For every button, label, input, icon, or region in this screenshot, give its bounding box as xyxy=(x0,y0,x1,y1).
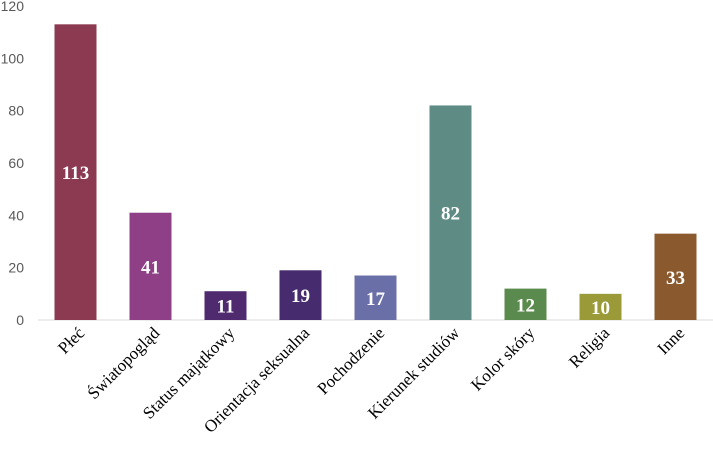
bar xyxy=(354,275,397,320)
x-category-label: Płeć xyxy=(54,323,88,357)
y-tick-label: 20 xyxy=(8,260,24,276)
y-tick-label: 120 xyxy=(1,0,25,14)
data-label: 82 xyxy=(441,204,460,225)
y-tick-label: 80 xyxy=(8,103,24,119)
data-label: 33 xyxy=(666,268,685,289)
bars-group xyxy=(54,24,697,321)
data-label: 12 xyxy=(516,295,535,316)
y-tick-label: 60 xyxy=(8,155,24,171)
bar xyxy=(129,212,172,320)
bar xyxy=(654,233,697,320)
x-category-label: Kolor skóry xyxy=(467,323,539,395)
data-labels-group: 113 41 11 19 17 82 12 10 33 xyxy=(62,163,685,319)
bar xyxy=(579,293,622,320)
bar xyxy=(429,105,472,320)
bar xyxy=(279,270,322,320)
x-category-label: Światopogląd xyxy=(84,323,164,403)
data-label: 19 xyxy=(291,286,310,307)
bar xyxy=(54,24,97,321)
data-label: 10 xyxy=(591,298,610,319)
y-tick-label: 100 xyxy=(1,50,25,66)
y-tick-label: 0 xyxy=(16,312,24,328)
x-category-label: Inne xyxy=(654,323,689,358)
x-category-label: Pochodzenie xyxy=(313,323,388,398)
data-label: 17 xyxy=(366,289,386,310)
data-label: 113 xyxy=(62,163,89,184)
y-axis-ticks: 0 20 40 60 80 100 120 xyxy=(1,0,25,328)
bar xyxy=(204,291,247,320)
y-tick-label: 40 xyxy=(8,207,24,223)
bar xyxy=(504,288,547,320)
x-category-label: Religia xyxy=(565,323,613,371)
data-label: 11 xyxy=(217,297,235,318)
data-label: 41 xyxy=(141,257,160,278)
